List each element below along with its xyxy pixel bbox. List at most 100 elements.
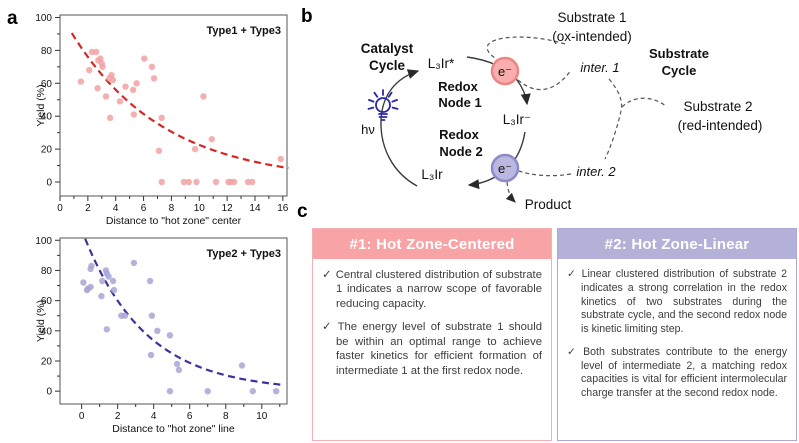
x-tick-label: 0 xyxy=(79,411,85,422)
list-item-text: Linear clustered distribution of substra… xyxy=(581,268,787,336)
data-point xyxy=(94,85,101,92)
x-axis-label: Distance to "hot zone" center xyxy=(106,215,242,227)
data-point xyxy=(150,75,158,82)
hot-zone-linear-title: #2: Hot Zone-Linear xyxy=(558,229,796,259)
plot-frame xyxy=(59,14,288,197)
cycle-arc-hv xyxy=(380,69,420,187)
data-point xyxy=(148,63,156,70)
substrate-cycle-label-line1: Substrate xyxy=(649,46,709,61)
data-point xyxy=(193,178,200,186)
data-point xyxy=(158,114,165,122)
data-point xyxy=(133,80,140,87)
redox-node-2-electron: e⁻ xyxy=(490,153,520,183)
data-points xyxy=(77,48,284,186)
x-tick-label: 6 xyxy=(141,203,147,214)
x-tick-label: 16 xyxy=(277,203,289,214)
data-point xyxy=(249,178,256,186)
data-point xyxy=(238,362,246,369)
data-point xyxy=(277,155,284,163)
data-point xyxy=(204,388,211,395)
y-tick-label: 20 xyxy=(41,356,53,367)
data-point xyxy=(173,360,181,368)
checkmark-icon: ✓ xyxy=(567,268,578,280)
y-tick-label: 60 xyxy=(41,79,53,90)
inter2-label: inter. 2 xyxy=(576,164,616,179)
axis-ticks xyxy=(55,16,284,201)
data-point xyxy=(77,78,85,85)
panel-b-label: b xyxy=(301,6,313,27)
product-label: Product xyxy=(525,197,572,212)
catalyst-cycle-label-line1: Catalyst xyxy=(361,41,414,56)
substrate-cycle-label-line2: Cycle xyxy=(662,63,697,78)
hot-zone-centered-body: ✓ Central clustered distribution of subst… xyxy=(313,259,551,391)
data-point xyxy=(105,273,112,280)
data-point xyxy=(130,259,138,267)
y-tick-label: 40 xyxy=(41,112,53,123)
list-item: ✓ Central clustered distribution of subst… xyxy=(322,268,542,311)
data-point xyxy=(99,277,106,285)
plot-frame xyxy=(59,237,288,405)
y-axis-label: Yield (%) xyxy=(35,84,47,126)
x-tick-label: 10 xyxy=(194,203,206,214)
data-point xyxy=(166,332,174,339)
hv-label: hν xyxy=(361,122,375,137)
x-tick-label: 4 xyxy=(113,203,119,214)
data-point xyxy=(121,312,129,319)
axis-ticks xyxy=(55,239,281,409)
substrate2-label-line2: (red-intended) xyxy=(678,118,763,133)
data-point xyxy=(108,71,115,79)
scatter-plot-type1-type3: 0 2 4 6 8 10 12 14 16 0 20 40 60 80 100 Type1 + Type3 Di… xyxy=(35,13,289,227)
checkmark-icon: ✓ xyxy=(322,269,332,281)
x-tick-label: 6 xyxy=(187,411,193,422)
data-point xyxy=(147,351,155,359)
x-tick-label: 10 xyxy=(256,411,268,422)
list-item: ✓ The energy level of substrate 1 should … xyxy=(322,320,542,378)
x-tick-label: 0 xyxy=(57,203,63,214)
substrate1-label-line2: (ox-intended) xyxy=(552,29,632,44)
y-tick-label: 100 xyxy=(35,236,52,247)
ir-ground-label: L₃Ir xyxy=(421,167,443,182)
data-point xyxy=(116,98,124,105)
data-point xyxy=(99,63,106,70)
plot-title: Type1 + Type3 xyxy=(207,25,282,37)
x-tick-label: 4 xyxy=(151,411,157,422)
data-point xyxy=(158,178,165,186)
data-point xyxy=(180,178,188,186)
data-point xyxy=(102,93,110,100)
substrate1-label-line1: Substrate 1 xyxy=(557,10,626,25)
data-point xyxy=(93,48,100,56)
redox-node-2-label-line1: Redox xyxy=(439,127,480,142)
data-point xyxy=(141,55,148,62)
list-item-text: Both substrates contribute to the energy… xyxy=(581,345,787,400)
fit-curve xyxy=(70,32,289,170)
data-point xyxy=(86,66,93,74)
data-point xyxy=(110,286,118,294)
path-substrate1-to-node1 xyxy=(486,36,566,61)
path-substrate2-junction xyxy=(621,97,667,108)
data-point xyxy=(130,111,137,118)
list-item-text: The energy level of substrate 1 should b… xyxy=(336,321,542,377)
ir-excited-label: L₃Ir* xyxy=(428,56,455,71)
data-point xyxy=(148,312,156,319)
data-point xyxy=(129,86,137,94)
x-tick-label: 8 xyxy=(169,203,175,214)
data-point xyxy=(166,388,174,395)
redox-node-1-label-line2: Node 1 xyxy=(438,95,481,110)
cycle-arc-node1 xyxy=(466,56,531,106)
y-tick-label: 100 xyxy=(35,13,52,24)
x-tick-label: 2 xyxy=(85,203,91,214)
y-axis-label: Yield (%) xyxy=(35,300,47,342)
data-point xyxy=(80,279,87,286)
data-points xyxy=(80,259,280,395)
x-axis-label: Distance to "hot zone" line xyxy=(112,423,235,435)
data-point xyxy=(230,178,238,186)
electron-label-1: e⁻ xyxy=(498,64,512,79)
data-point xyxy=(87,283,94,291)
electron-label-2: e⁻ xyxy=(498,161,512,176)
list-item: ✓ Both substrates contribute to the energ… xyxy=(567,346,787,401)
y-tick-label: 20 xyxy=(41,145,53,156)
data-point xyxy=(97,55,104,62)
data-point xyxy=(175,366,183,374)
fit-curve xyxy=(84,238,284,386)
